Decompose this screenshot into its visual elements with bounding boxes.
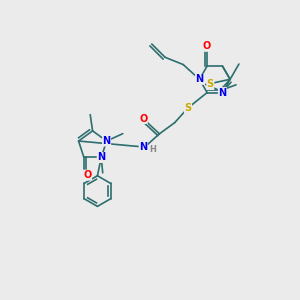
Text: N: N [103,136,111,146]
Text: O: O [83,170,92,180]
Text: S: S [207,80,214,89]
Text: S: S [184,103,191,113]
Text: O: O [139,113,147,124]
Text: N: N [139,142,147,152]
Text: O: O [203,41,211,51]
Text: N: N [218,88,226,98]
Text: N: N [195,74,203,84]
Text: H: H [149,145,156,154]
Text: N: N [97,152,105,163]
